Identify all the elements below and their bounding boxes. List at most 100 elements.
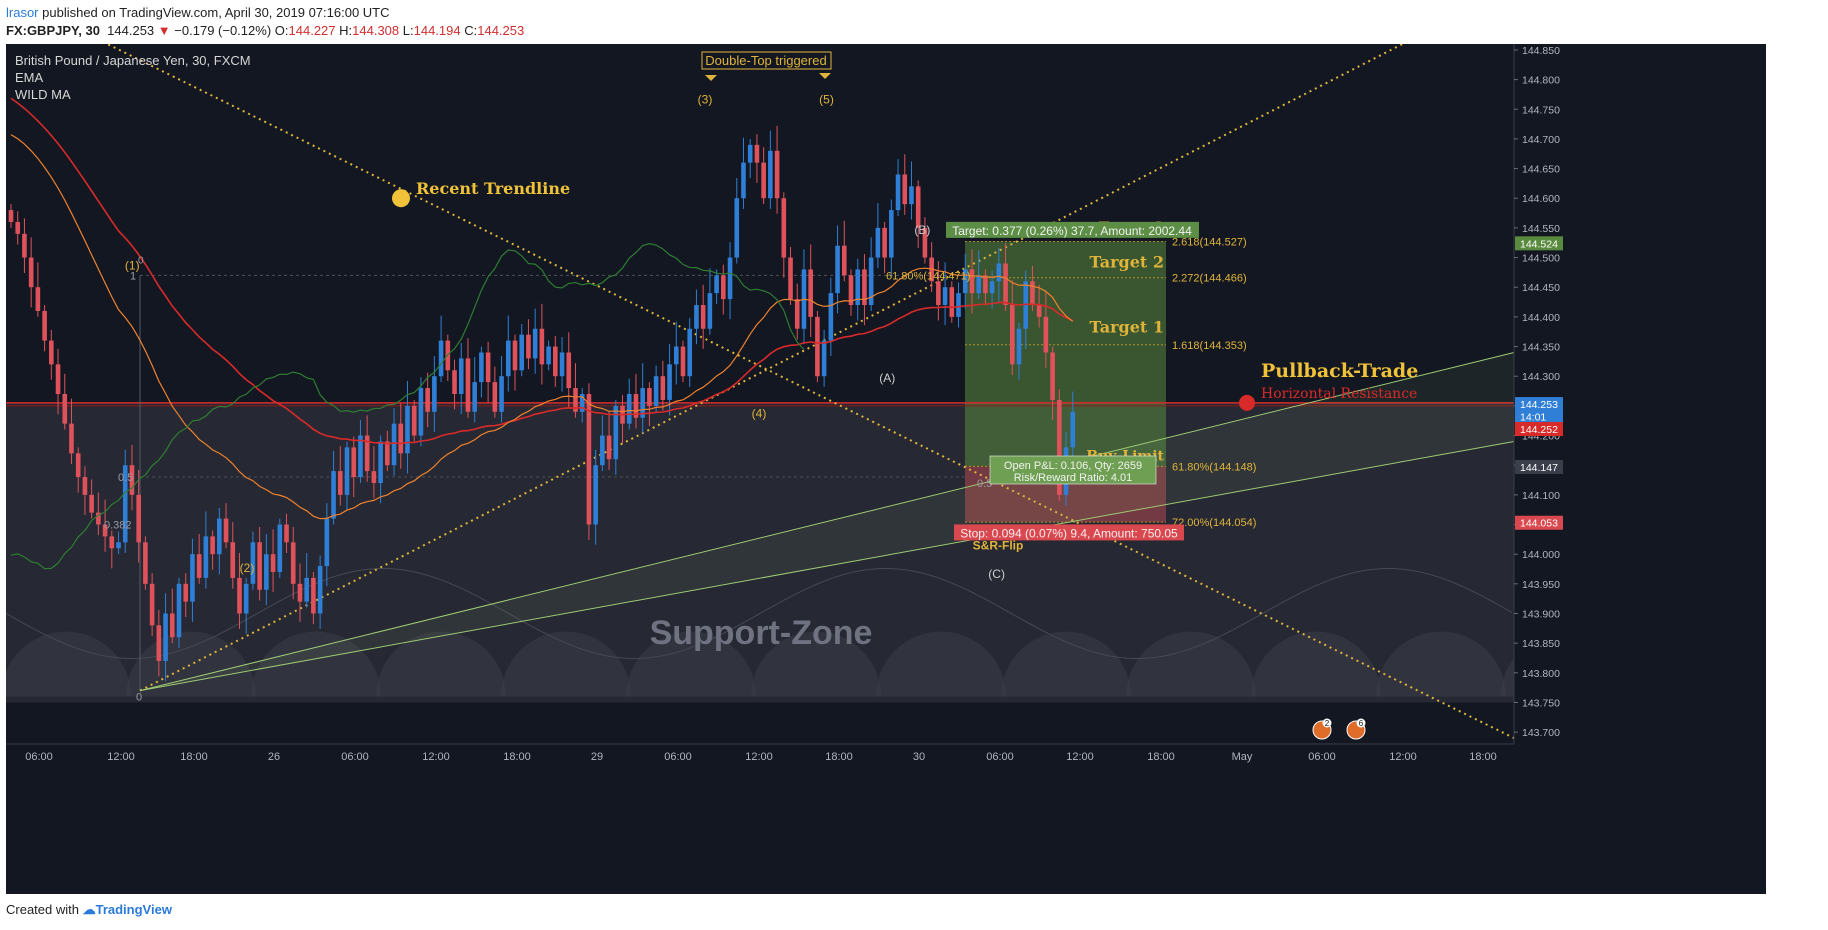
candle-body [230, 542, 236, 578]
open-pnl-label: Open P&L: 0.106, Qty: 2659 [1004, 460, 1142, 472]
candle-body [243, 583, 249, 614]
chart-canvas[interactable]: Support-Zone 2.618(144.527) 2.272(144.466… [6, 44, 1766, 894]
candle-body [768, 150, 773, 199]
symbol-line: FX:GBPJPY, 30 144.253 ▼ −0.179 (−0.12%) … [6, 23, 524, 38]
fib-left-0382: 0.382 [104, 520, 132, 532]
candle-body [956, 293, 961, 317]
candle-body [566, 352, 572, 389]
legend-ema[interactable]: EMA [15, 70, 44, 85]
candle-body [203, 536, 209, 578]
fan-fill [140, 352, 1514, 691]
candle-body [458, 358, 464, 394]
candle-body [673, 346, 679, 365]
zone-arc [1126, 631, 1256, 697]
time-tick-label: 12:00 [1066, 751, 1094, 763]
zone-arc [376, 631, 506, 697]
candle-body [512, 340, 518, 371]
zone-wave [6, 567, 1513, 659]
zone-arc [6, 631, 131, 697]
candle-body [1016, 328, 1022, 365]
candle-body [75, 453, 81, 478]
time-tick-label: 18:00 [180, 751, 208, 763]
candle-body [889, 210, 894, 258]
low-value: 144.194 [413, 23, 461, 38]
candle-body [667, 364, 672, 400]
candle-body [143, 542, 148, 584]
candle-body [438, 340, 444, 377]
candle-body [962, 269, 968, 294]
candle-body [129, 465, 135, 495]
candle-body [902, 174, 908, 205]
target2-label: Target 2 [1089, 252, 1164, 271]
candle-body [1070, 411, 1076, 448]
candle-body [647, 388, 652, 406]
candle-body [949, 287, 955, 317]
candle-body [539, 328, 545, 365]
candle-body [1030, 281, 1035, 306]
time-tick-label: 12:00 [422, 751, 450, 763]
fan-line-2 [139, 440, 1515, 692]
candle-body [875, 227, 881, 258]
candle-body [989, 281, 995, 294]
chart-area[interactable]: Support-Zone 2.618(144.527) 2.272(144.466… [6, 44, 1766, 894]
zone-arc [1001, 631, 1131, 697]
candle-body [176, 583, 182, 638]
price-tick-label: 144.850 [1522, 45, 1560, 57]
candle-body [297, 583, 303, 602]
close-label: C: [464, 23, 478, 38]
price-change: −0.179 (−0.12%) [174, 23, 272, 38]
zone-arc [251, 631, 381, 697]
candle-body [579, 394, 585, 412]
snr-flip-label: S&R-Flip [973, 538, 1024, 552]
candle-body [183, 583, 189, 602]
wave-label: (4) [752, 407, 767, 421]
time-tick-label: 12:00 [1389, 751, 1417, 763]
time-tick-label: 06:00 [664, 751, 692, 763]
price-tick-label: 144.500 [1522, 253, 1560, 265]
candle-body [848, 275, 854, 306]
candle-body [156, 625, 162, 661]
candle-body [42, 310, 47, 341]
legend-title: British Pound / Japanese Yen, 30, FXCM [15, 53, 251, 68]
candle-body [465, 358, 471, 412]
low-label: L: [402, 23, 414, 38]
candle-body [694, 305, 699, 329]
candle-body [270, 554, 276, 572]
candle-body [69, 423, 74, 454]
candle-body [149, 583, 155, 626]
candle-body [546, 346, 551, 365]
footer-brand[interactable]: TradingView [95, 902, 172, 917]
wave-label: (2) [240, 561, 255, 575]
candle-body [89, 494, 94, 513]
price-tick-label: 144.000 [1522, 549, 1560, 561]
wave-label: (5) [819, 92, 834, 106]
candle-body [828, 293, 834, 341]
fib-left-05: 0.5 [118, 472, 133, 484]
candle-body [411, 405, 417, 436]
candle-body [210, 536, 215, 555]
risk-reward-label: Risk/Reward Ratio: 4.01 [1014, 472, 1133, 484]
legend-wild-ma[interactable]: WILD MA [15, 87, 71, 102]
wild-ma-line [10, 97, 1074, 445]
candle-body [479, 352, 484, 383]
down-arrow-icon: ▼ [157, 23, 171, 38]
price-tick-label: 144.550 [1522, 223, 1560, 235]
candle-body [324, 518, 330, 567]
candle-body [868, 257, 874, 306]
candle-body [290, 542, 296, 584]
candle-body [432, 376, 437, 412]
tradingview-logo-icon: ☁ [82, 902, 96, 917]
author-link[interactable]: lrasor [6, 5, 39, 20]
publish-info: published on TradingView.com, April 30, … [38, 5, 390, 20]
time-tick-label: 18:00 [825, 751, 853, 763]
price-label-bg [1515, 236, 1563, 251]
price-label-bg [1515, 515, 1563, 530]
wave-label: (C) [988, 567, 1005, 581]
pullback-dot [1239, 394, 1255, 411]
fib-label: 2.618(144.527) [1172, 237, 1247, 249]
candle-body [734, 198, 740, 258]
close-value: 144.253 [477, 23, 525, 38]
fib-mid-05: 0.5 [977, 478, 992, 490]
candle-body [257, 542, 262, 590]
pnl-box-bg [989, 455, 1157, 485]
